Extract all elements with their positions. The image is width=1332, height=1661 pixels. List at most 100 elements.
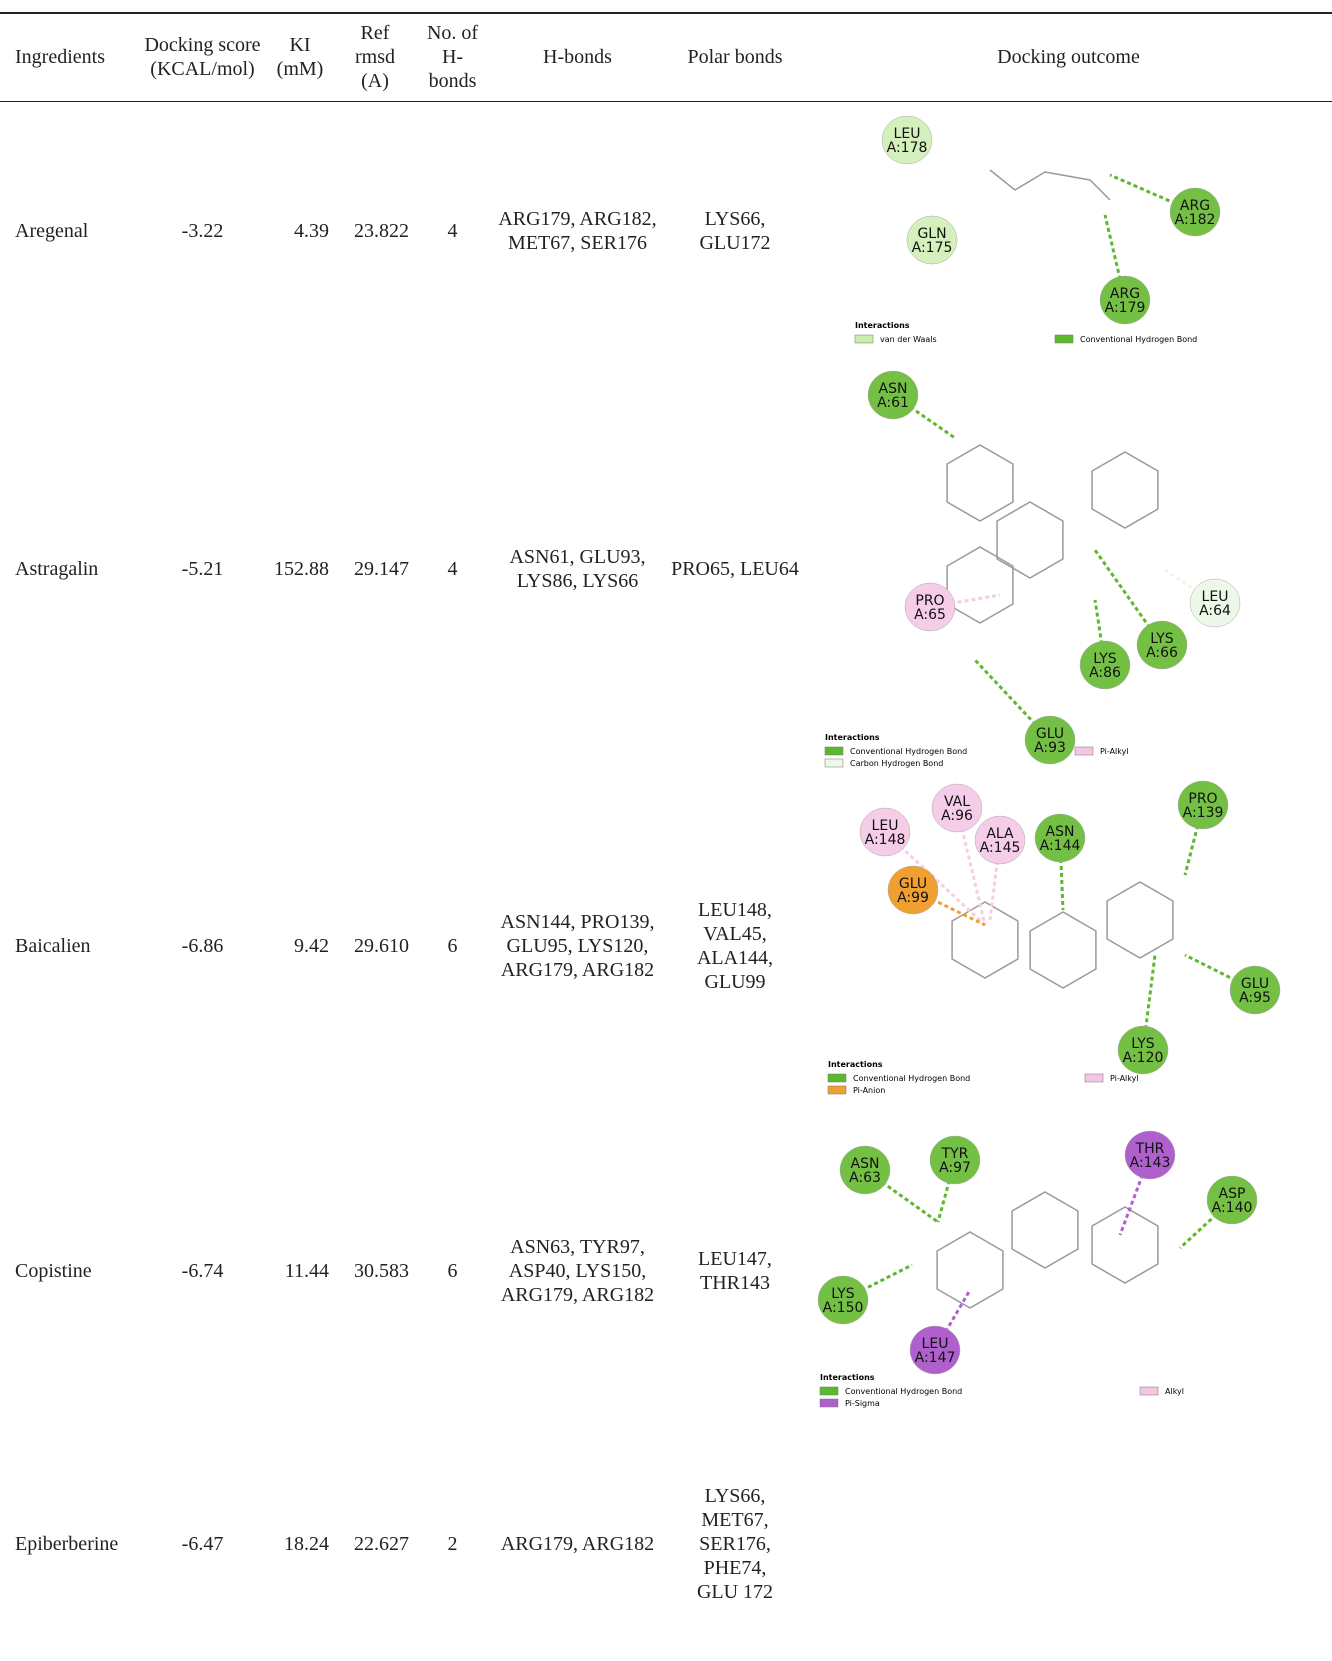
table-cell: 11.44: [284, 1260, 329, 1282]
residue-label: LEU A:147: [915, 1336, 956, 1366]
residue-name: GLU: [1036, 726, 1064, 742]
residue-name: GLU: [1241, 976, 1269, 992]
table-cell: Astragalin: [15, 557, 99, 580]
residue-node: [839, 1145, 891, 1195]
legend-label: Pi-Alkyl: [1100, 747, 1129, 756]
residue-name: GLN: [917, 226, 946, 242]
legend-title: Interactions: [855, 321, 910, 330]
residue-node: [1124, 1130, 1176, 1180]
residue-node: [904, 582, 956, 632]
residue-name: TYR: [941, 1146, 969, 1162]
legend-swatch: [854, 334, 874, 344]
table-row: Copistine -6.74 11.44 30.583 6 ASN63, TYR97, …: [0, 1116, 1332, 1426]
residue-name: ALA: [986, 826, 1014, 842]
residue-label: ASN A:63: [849, 1156, 881, 1186]
table-row: Aregenal -3.22 4.39 23.822 4 ARG179, ARG182, …: [0, 101, 1332, 361]
molecule-ring: [936, 1231, 1004, 1309]
residue-node: [859, 807, 911, 857]
table-cell: 29.147: [354, 557, 409, 580]
residue-node: [1079, 640, 1131, 690]
molecule-ring: [1106, 881, 1174, 959]
residue-chain: A:140: [1212, 1200, 1253, 1216]
residue-label: GLU A:95: [1239, 976, 1271, 1006]
residue-label: LEU A:178: [887, 126, 928, 156]
legend-label: Pi-Anion: [853, 1086, 885, 1095]
table-cell: 4: [447, 220, 458, 243]
molecule-ring: [1091, 451, 1159, 529]
legend-title: Interactions: [825, 733, 880, 742]
header-row: Ingredients Docking score (KCAL/mol) KI (m…: [0, 13, 1332, 101]
table-row: Baicalien -6.86 9.42 29.610 6 ASN144, PRO139,…: [0, 776, 1332, 1116]
legend-swatch: [827, 1073, 847, 1083]
residue-name: VAL: [944, 794, 970, 810]
residue-name: GLU: [899, 876, 927, 892]
table-cell: ARG179, ARG182, MET67, SER176: [498, 208, 657, 255]
table-cell: 23.822: [354, 220, 409, 243]
residue-chain: A:65: [914, 607, 946, 623]
residue-label: LEU A:148: [865, 818, 906, 848]
residue-chain: A:147: [915, 1350, 956, 1366]
header-cell: Polar bonds: [687, 46, 783, 69]
residue-label: LYS A:86: [1089, 651, 1121, 681]
molecule-ring: [951, 901, 1019, 979]
residue-node: [1229, 965, 1281, 1015]
residue-name: PRO: [1188, 791, 1217, 807]
residue-label: ARG A:182: [1175, 198, 1216, 228]
residue-node: [1117, 1025, 1169, 1075]
header-cell: Ingredients: [15, 46, 105, 69]
table-cell: 22.627: [354, 1532, 409, 1555]
table-cell: ARG179, ARG182: [500, 1532, 655, 1555]
residue-chain: A:139: [1183, 805, 1224, 821]
residue-chain: A:95: [1239, 990, 1271, 1006]
table-cell: 6: [447, 935, 458, 957]
residue-chain: A:143: [1130, 1155, 1171, 1171]
legend-label: Alkyl: [1165, 1387, 1184, 1396]
legend-label: Pi-Alkyl: [1110, 1074, 1139, 1083]
table-cell: -6.86: [181, 935, 224, 957]
residue-node: [974, 815, 1026, 865]
table-cell: Aregenal: [15, 220, 89, 243]
residue-chain: A:64: [1199, 603, 1231, 619]
residue-name: PRO: [915, 593, 944, 609]
table-cell: LEU148, VAL45, ALA144, GLU99: [696, 899, 774, 993]
header-cell: Docking score (KCAL/mol): [144, 34, 261, 81]
legend-swatch: [824, 746, 844, 756]
residue-name: LEU: [1202, 589, 1229, 605]
molecule-chain: [989, 169, 1111, 201]
legend-label: van der Waals: [880, 335, 937, 344]
residue-chain: A:178: [887, 140, 928, 156]
residue-node: [887, 865, 939, 915]
residue-name: LYS: [831, 1286, 854, 1302]
legend-swatch: [824, 758, 844, 768]
molecule-ring: [1029, 911, 1097, 989]
residue-node: [1189, 578, 1241, 628]
table-cell: -6.74: [181, 1260, 224, 1282]
residue-label: LEU A:64: [1199, 589, 1231, 619]
legend-label: Conventional Hydrogen Bond: [845, 1387, 962, 1396]
legend-swatch: [819, 1398, 839, 1408]
legend-title: Interactions: [820, 1373, 875, 1382]
residue-label: THR A:143: [1130, 1141, 1171, 1171]
interaction-line: [842, 1263, 913, 1302]
residue-node: [1206, 1175, 1258, 1225]
residue-node: [1034, 813, 1086, 863]
residue-chain: A:144: [1040, 838, 1081, 854]
legend-label: Pi-Sigma: [845, 1399, 880, 1408]
molecule-ring: [1011, 1191, 1079, 1269]
residue-node: [906, 215, 958, 265]
table-cell: 4: [447, 557, 458, 580]
table-cell: 2: [447, 1532, 458, 1555]
table-cell: Baicalien: [15, 935, 91, 957]
residue-node: [881, 115, 933, 165]
residue-name: LYS: [1131, 1036, 1154, 1052]
residue-node: [909, 1325, 961, 1375]
interaction-line: [892, 393, 956, 440]
table-cell: ASN144, PRO139, GLU95, LYS120, ARG179, A…: [500, 911, 655, 981]
molecule-ring: [946, 444, 1014, 522]
header-cell: H-bonds: [543, 46, 612, 69]
residue-node: [867, 370, 919, 420]
residue-node: [1024, 715, 1076, 765]
residue-chain: A:96: [941, 808, 973, 824]
residue-label: VAL A:96: [941, 794, 973, 824]
